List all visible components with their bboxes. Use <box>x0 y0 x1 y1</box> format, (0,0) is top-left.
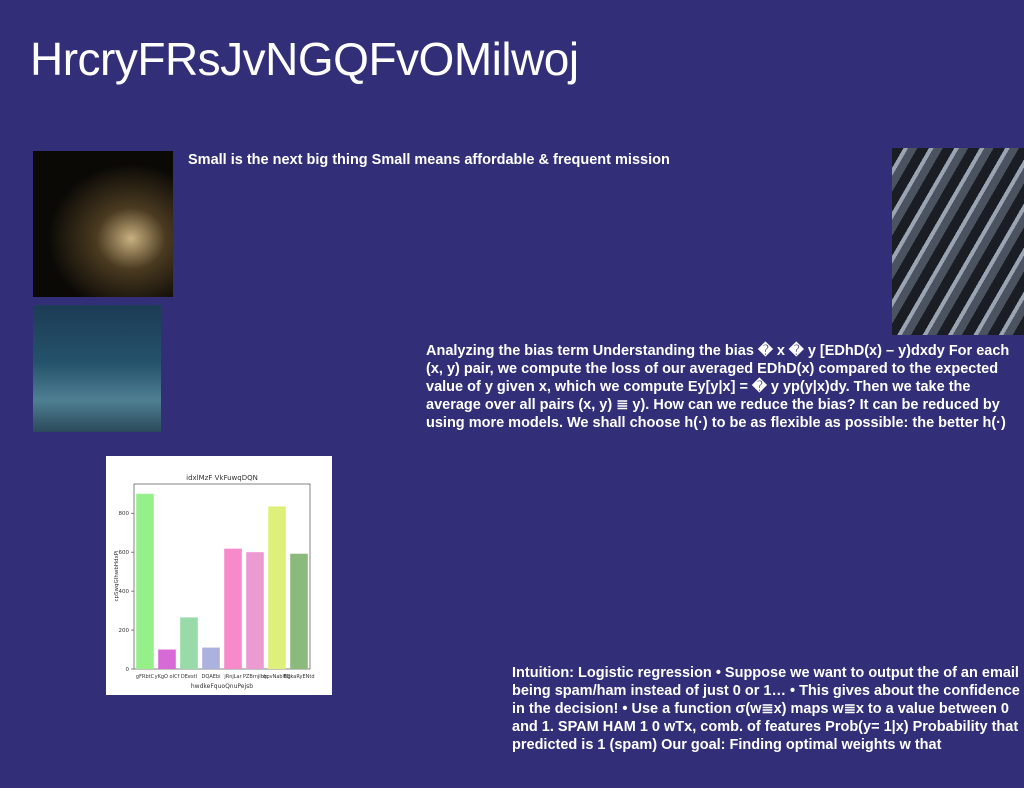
x-tick-label: qpvNabWg <box>263 674 290 680</box>
y-axis-label: cpSwqGIhwbHdxPi <box>114 550 120 601</box>
chart: idxlMzF VkFuwqDQN hwdkeFquoQnuPejsb cpSw… <box>114 474 315 690</box>
y-tick-label: 200 <box>119 628 130 634</box>
y-tick-label: 600 <box>119 550 130 556</box>
plot-frame <box>133 483 311 670</box>
photo-building <box>892 148 1024 335</box>
y-tick-label: 0 <box>126 667 130 673</box>
photo-abstract <box>33 151 173 297</box>
y-tick-label: 800 <box>119 511 130 517</box>
bar <box>268 506 286 669</box>
photo-hiker <box>33 305 161 432</box>
bar <box>180 617 198 669</box>
text-block: Intuition: Logistic regression • Suppose… <box>512 665 1020 753</box>
bar <box>246 552 264 669</box>
x-tick-label: yKgO oICf <box>155 674 180 680</box>
bar <box>136 493 154 669</box>
x-tick-label: jRnjLar <box>223 674 242 680</box>
x-tick-label: EDkaRyENtd <box>283 674 314 680</box>
bar <box>158 649 176 669</box>
text-block: Small is the next big thing Small means … <box>188 152 670 168</box>
x-tick-label: DEestI <box>181 674 197 680</box>
y-tick-label: 400 <box>119 589 130 595</box>
chart-image: idxlMzF VkFuwqDQN hwdkeFquoQnuPejsb cpSw… <box>106 456 332 695</box>
slide-title: HrcryFRsJvNGQFvOMilwoj <box>30 33 579 85</box>
bar <box>224 548 242 669</box>
text-block: Analyzing the bias term Understanding th… <box>426 343 1010 431</box>
x-tick-label: PZBrnjIbh <box>243 674 267 680</box>
x-axis-label: hwdkeFquoQnuPejsb <box>191 683 253 690</box>
chart-title: idxlMzF VkFuwqDQN <box>186 474 258 482</box>
x-tick-label: DQAEbi <box>202 674 221 680</box>
x-tick-label: gFRbtC <box>136 674 155 680</box>
bar <box>290 553 308 669</box>
bar <box>202 647 220 669</box>
